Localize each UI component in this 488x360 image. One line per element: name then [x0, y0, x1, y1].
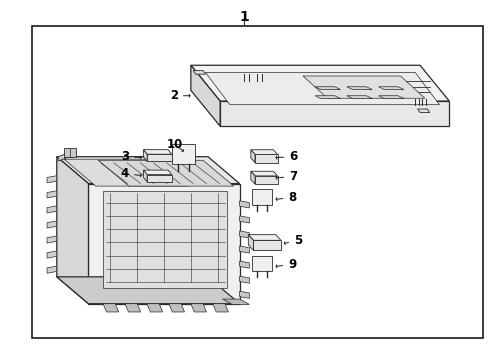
Text: 4: 4	[121, 167, 141, 180]
Polygon shape	[47, 176, 57, 183]
Polygon shape	[47, 236, 57, 243]
Polygon shape	[47, 206, 57, 213]
Polygon shape	[47, 191, 57, 198]
Polygon shape	[47, 251, 57, 258]
Polygon shape	[239, 246, 249, 253]
Polygon shape	[143, 170, 147, 182]
Polygon shape	[57, 157, 239, 184]
Polygon shape	[190, 65, 448, 101]
Polygon shape	[57, 277, 239, 304]
Polygon shape	[147, 175, 171, 182]
Polygon shape	[239, 261, 249, 268]
Text: 3: 3	[121, 150, 141, 163]
Polygon shape	[168, 304, 184, 312]
Polygon shape	[255, 176, 277, 184]
Polygon shape	[64, 159, 188, 186]
Polygon shape	[248, 235, 281, 240]
Polygon shape	[248, 235, 253, 251]
Polygon shape	[190, 304, 206, 312]
Text: 1: 1	[239, 10, 249, 24]
Polygon shape	[143, 150, 171, 154]
Text: 10: 10	[167, 138, 183, 152]
Polygon shape	[103, 191, 227, 288]
Polygon shape	[171, 144, 195, 163]
Polygon shape	[239, 276, 249, 283]
Polygon shape	[57, 157, 88, 304]
Polygon shape	[315, 96, 340, 99]
Polygon shape	[220, 101, 448, 126]
Polygon shape	[378, 87, 403, 90]
Polygon shape	[378, 96, 403, 99]
Polygon shape	[64, 148, 76, 157]
Polygon shape	[143, 170, 171, 175]
Polygon shape	[250, 171, 255, 184]
Polygon shape	[315, 87, 340, 90]
Polygon shape	[190, 65, 220, 126]
Polygon shape	[346, 87, 371, 90]
Polygon shape	[239, 231, 249, 238]
Polygon shape	[58, 151, 73, 161]
Bar	[32, 26, 483, 338]
Polygon shape	[250, 171, 277, 176]
Polygon shape	[125, 304, 141, 312]
Polygon shape	[303, 76, 424, 98]
Text: 6: 6	[276, 150, 297, 163]
Polygon shape	[147, 154, 171, 161]
Text: 8: 8	[276, 191, 296, 204]
Polygon shape	[252, 256, 271, 271]
Polygon shape	[103, 304, 119, 312]
Polygon shape	[255, 154, 277, 163]
Polygon shape	[47, 266, 57, 273]
Polygon shape	[239, 291, 249, 298]
Polygon shape	[346, 96, 371, 99]
Polygon shape	[193, 71, 205, 74]
Polygon shape	[88, 184, 239, 304]
Polygon shape	[47, 221, 57, 228]
Polygon shape	[417, 109, 429, 113]
Polygon shape	[98, 160, 233, 186]
Polygon shape	[239, 201, 249, 208]
Polygon shape	[222, 299, 249, 305]
Polygon shape	[205, 72, 439, 105]
Polygon shape	[250, 150, 277, 154]
Polygon shape	[212, 304, 228, 312]
Polygon shape	[147, 304, 162, 312]
Text: 9: 9	[276, 258, 296, 271]
Polygon shape	[143, 150, 147, 161]
Text: 7: 7	[276, 170, 297, 183]
Text: 2: 2	[169, 89, 189, 102]
Polygon shape	[252, 189, 271, 205]
Polygon shape	[253, 240, 281, 251]
Polygon shape	[250, 150, 255, 163]
Text: 5: 5	[284, 234, 302, 247]
Polygon shape	[239, 216, 249, 223]
